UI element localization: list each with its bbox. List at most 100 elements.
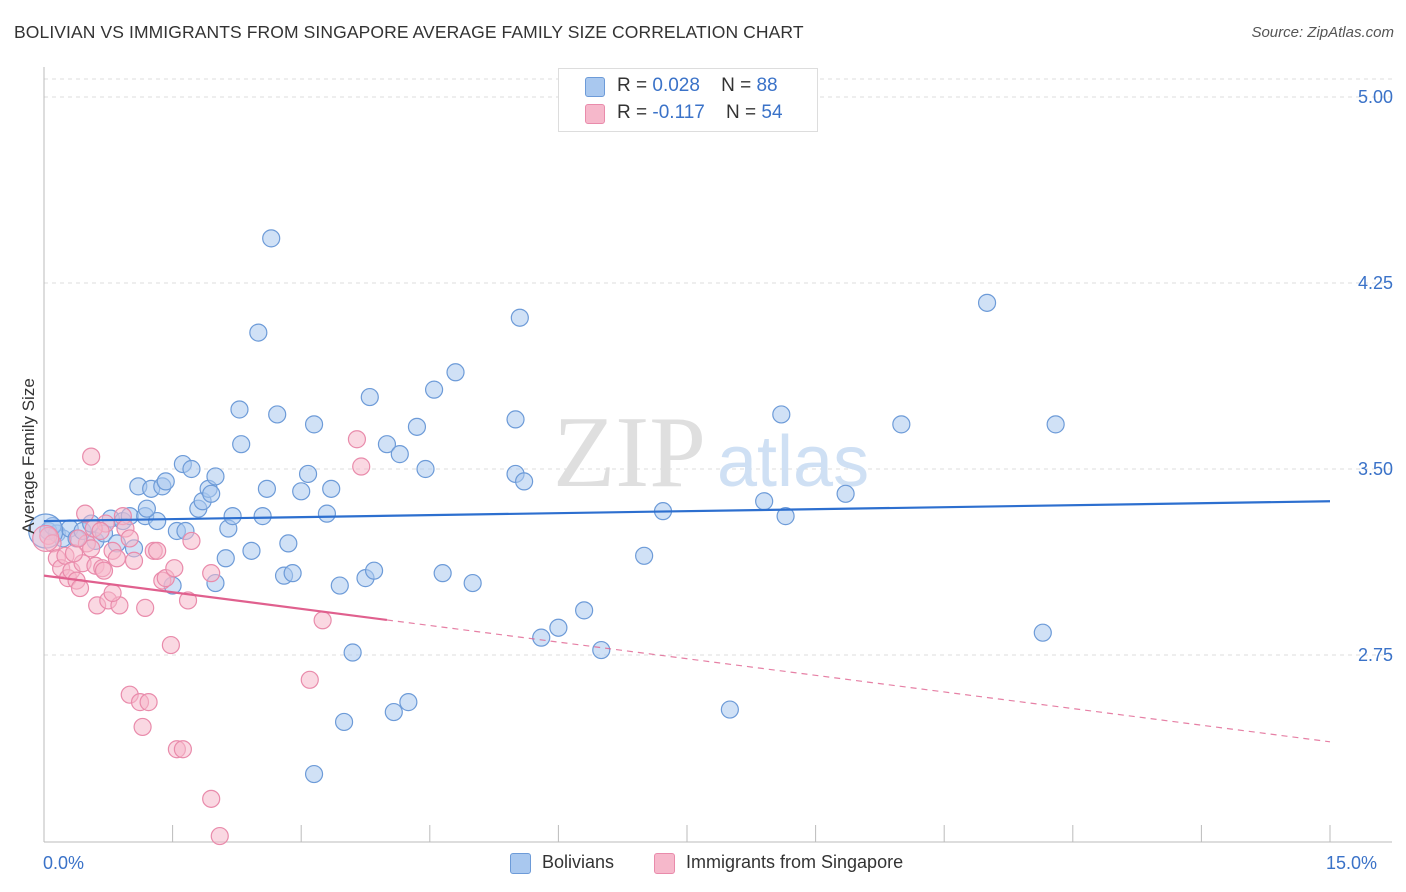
point-singapore bbox=[300, 670, 319, 689]
point-bolivian bbox=[253, 507, 272, 526]
point-bolivian bbox=[549, 618, 568, 637]
point-bolivian bbox=[137, 499, 156, 518]
point-bolivian bbox=[772, 405, 791, 424]
point-singapore bbox=[202, 564, 221, 583]
point-bolivian bbox=[364, 561, 384, 580]
point-singapore bbox=[352, 457, 371, 476]
point-bolivian bbox=[330, 576, 349, 595]
legend-swatch-pink bbox=[654, 853, 675, 874]
legend-n-value: 88 bbox=[756, 75, 778, 96]
point-bolivian bbox=[182, 459, 201, 479]
trendlines bbox=[43, 500, 1331, 743]
point-bolivian bbox=[292, 482, 311, 501]
point-singapore bbox=[82, 447, 101, 466]
point-singapore bbox=[165, 559, 184, 578]
point-bolivian bbox=[216, 549, 235, 568]
point-bolivian bbox=[268, 405, 287, 424]
point-bolivian bbox=[515, 472, 534, 491]
source-label: Source: ZipAtlas.com bbox=[1251, 24, 1394, 41]
point-bolivian bbox=[384, 702, 403, 722]
point-bolivian bbox=[836, 484, 855, 503]
point-bolivian bbox=[317, 504, 337, 523]
legend-n-label: N = bbox=[725, 102, 757, 123]
legend-swatch-pink bbox=[585, 104, 605, 124]
point-singapore bbox=[103, 583, 122, 603]
point-bolivian bbox=[755, 492, 774, 511]
point-bolivian bbox=[390, 445, 409, 464]
point-bolivian bbox=[202, 484, 221, 503]
point-bolivian bbox=[304, 764, 324, 784]
point-bolivian bbox=[334, 712, 354, 732]
point-bolivian bbox=[322, 479, 341, 498]
point-singapore-cluster bbox=[32, 524, 60, 553]
point-singapore bbox=[94, 561, 114, 580]
point-singapore bbox=[76, 504, 95, 523]
point-singapore bbox=[91, 521, 110, 541]
point-bolivian bbox=[506, 410, 525, 429]
x-tick-min: 0.0% bbox=[43, 853, 85, 873]
point-bolivian bbox=[279, 534, 298, 553]
point-bolivian bbox=[433, 564, 452, 583]
point-bolivian bbox=[283, 564, 302, 583]
point-bolivian bbox=[156, 472, 175, 491]
point-bolivian bbox=[592, 640, 611, 660]
y-axis-label: Average Family Size bbox=[19, 378, 38, 534]
point-bolivian bbox=[720, 700, 739, 719]
point-bolivian bbox=[399, 693, 418, 712]
legend-stats: R = 0.028 N = 88 R = -0.117 N = 54 bbox=[558, 68, 818, 132]
point-singapore bbox=[210, 826, 229, 846]
point-bolivian bbox=[232, 435, 251, 454]
point-bolivian bbox=[635, 546, 654, 565]
point-singapore bbox=[69, 529, 88, 548]
point-singapore bbox=[173, 740, 192, 759]
point-bolivian bbox=[510, 308, 529, 327]
y-tick-label: 4.25 bbox=[1358, 273, 1393, 293]
watermark-zip: ZIP bbox=[553, 396, 706, 509]
point-bolivian bbox=[575, 601, 594, 620]
point-bolivian bbox=[242, 541, 261, 560]
point-bolivian bbox=[223, 507, 242, 526]
point-bolivian bbox=[416, 459, 435, 479]
point-bolivian bbox=[463, 573, 482, 593]
point-singapore bbox=[313, 611, 332, 630]
legend-r-label: R = bbox=[617, 75, 648, 96]
point-singapore bbox=[202, 789, 221, 808]
point-singapore bbox=[178, 591, 198, 610]
point-singapore bbox=[182, 531, 201, 551]
point-singapore bbox=[120, 529, 139, 548]
point-bolivian bbox=[304, 415, 324, 434]
point-bolivian bbox=[1033, 623, 1052, 642]
legend-n-label: N = bbox=[721, 75, 752, 96]
series-bolivians bbox=[28, 229, 1065, 784]
point-singapore bbox=[136, 598, 155, 617]
point-bolivian bbox=[298, 464, 318, 484]
point-singapore bbox=[347, 430, 367, 449]
legend-swatch-blue bbox=[510, 853, 531, 874]
legend-r-value: -0.117 bbox=[652, 102, 705, 123]
point-singapore bbox=[139, 693, 158, 712]
point-singapore bbox=[133, 717, 152, 737]
point-bolivian bbox=[977, 293, 997, 312]
point-bolivian bbox=[532, 628, 551, 647]
point-singapore bbox=[82, 539, 101, 558]
y-tick-labels: 2.75 3.50 4.25 5.00 bbox=[1358, 87, 1393, 665]
chart-title: BOLIVIAN VS IMMIGRANTS FROM SINGAPORE AV… bbox=[14, 22, 804, 42]
y-tick-label: 2.75 bbox=[1358, 645, 1393, 665]
point-bolivian bbox=[892, 415, 911, 434]
watermark: ZIP atlas bbox=[553, 396, 869, 509]
legend-r-value: 0.028 bbox=[652, 75, 700, 96]
legend-swatch-blue bbox=[585, 77, 605, 97]
y-tick-label: 5.00 bbox=[1358, 87, 1393, 107]
point-singapore bbox=[161, 635, 180, 655]
legend-label: Bolivians bbox=[542, 852, 615, 872]
point-bolivian bbox=[1046, 415, 1065, 434]
point-bolivian bbox=[360, 387, 379, 407]
legend-r-label: R = bbox=[617, 102, 648, 123]
x-tick-max: 15.0% bbox=[1326, 853, 1378, 873]
point-bolivian bbox=[446, 363, 465, 382]
point-bolivian bbox=[407, 417, 427, 436]
point-singapore bbox=[124, 551, 144, 570]
point-bolivian bbox=[424, 380, 444, 399]
point-singapore bbox=[148, 541, 167, 560]
